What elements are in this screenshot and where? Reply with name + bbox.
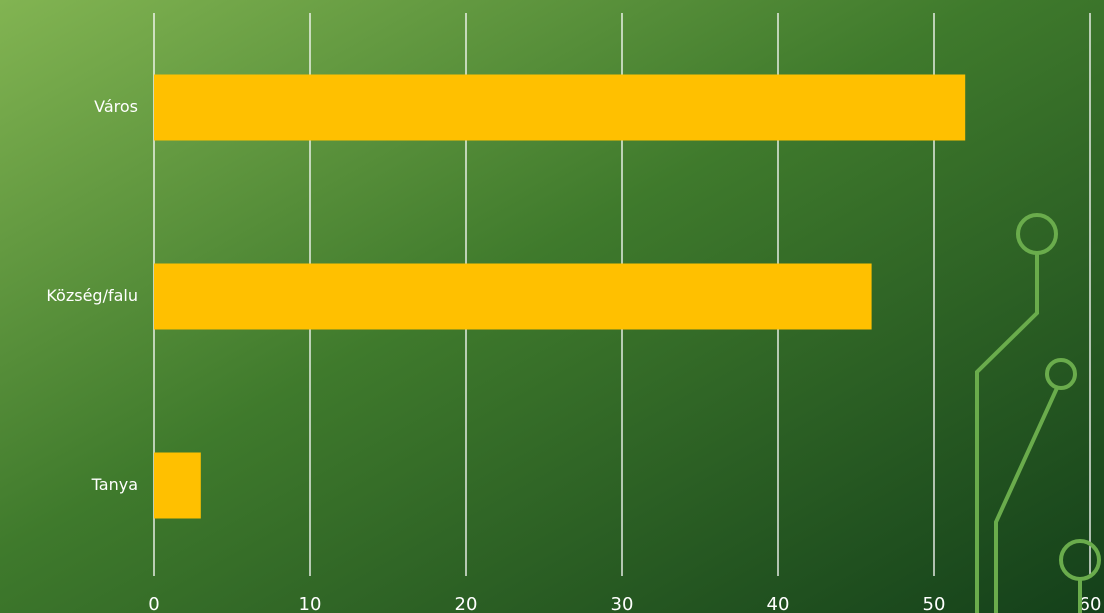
y-tick-label: Város <box>94 97 138 116</box>
x-tick-label: 0 <box>148 594 159 613</box>
bar <box>154 264 872 330</box>
x-tick-label: 10 <box>299 594 322 613</box>
bar <box>154 453 201 519</box>
x-tick-label: 50 <box>923 594 946 613</box>
bar <box>154 75 965 141</box>
y-tick-label: Tanya <box>91 475 138 494</box>
slide: 0102030405060VárosKözség/faluTanya <box>0 0 1104 613</box>
x-tick-label: 40 <box>767 594 790 613</box>
y-tick-label: Község/falu <box>46 286 138 305</box>
x-tick-label: 30 <box>611 594 634 613</box>
x-tick-label: 20 <box>455 594 478 613</box>
